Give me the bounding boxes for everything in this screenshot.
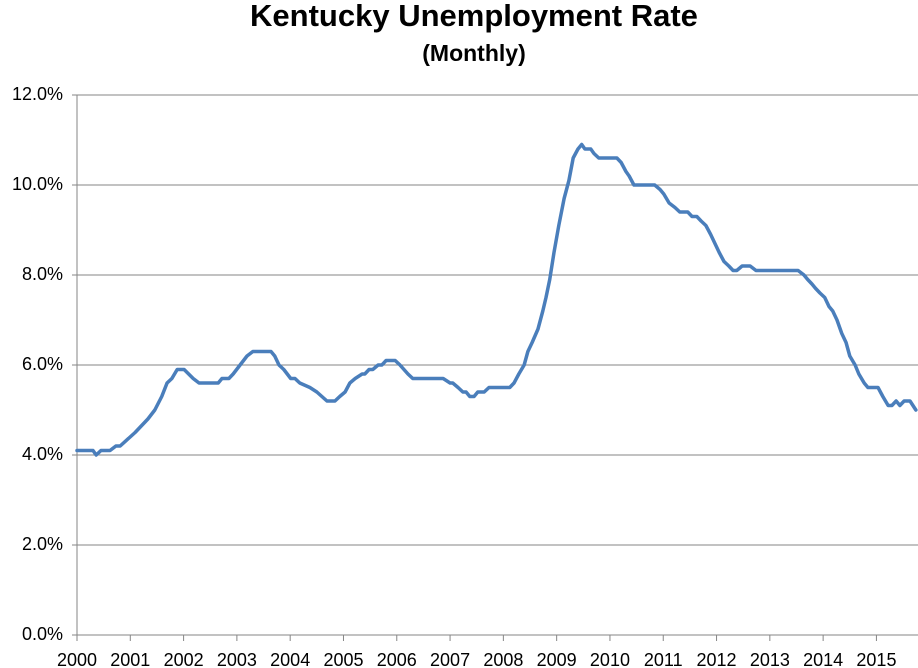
x-tick-label: 2001	[110, 650, 150, 668]
chart-subtitle: (Monthly)	[422, 40, 525, 66]
x-tick-label: 2009	[537, 650, 577, 668]
x-tick-label: 2003	[217, 650, 257, 668]
x-tick-label: 2007	[430, 650, 470, 668]
x-tick-label: 2010	[590, 650, 630, 668]
y-tick-label: 8.0%	[22, 264, 63, 284]
y-tick-label: 6.0%	[22, 354, 63, 374]
chart-title: Kentucky Unemployment Rate	[250, 0, 698, 33]
x-tick-label: 2005	[323, 650, 363, 668]
y-tick-label: 12.0%	[12, 84, 63, 104]
x-tick-label: 2008	[483, 650, 523, 668]
y-tick-label: 4.0%	[22, 444, 63, 464]
x-tick-label: 2002	[164, 650, 204, 668]
x-tick-label: 2014	[803, 650, 843, 668]
y-tick-label: 10.0%	[12, 174, 63, 194]
y-tick-label: 0.0%	[22, 624, 63, 644]
y-tick-label: 2.0%	[22, 534, 63, 554]
x-tick-label: 2012	[697, 650, 737, 668]
x-tick-label: 2006	[377, 650, 417, 668]
x-tick-label: 2000	[57, 650, 97, 668]
data-line	[75, 142, 918, 457]
x-tick-label: 2015	[856, 650, 896, 668]
x-tick-label: 2011	[644, 650, 683, 668]
x-tick-label: 2004	[270, 650, 310, 668]
x-tick-label: 2013	[750, 650, 790, 668]
